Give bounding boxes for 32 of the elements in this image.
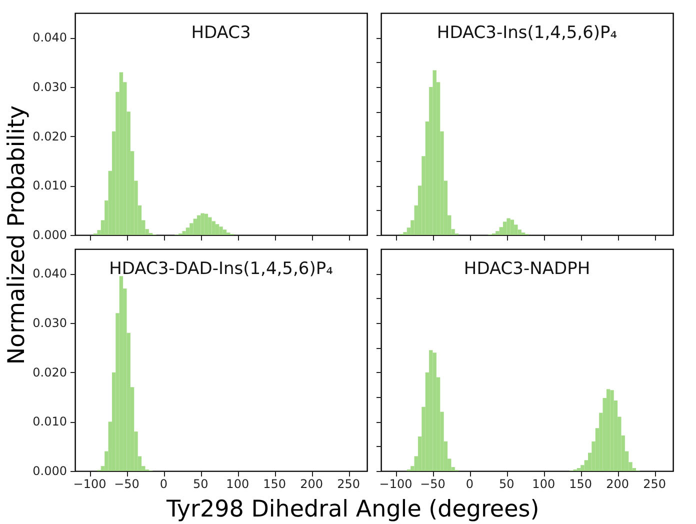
x-tick-label: 50 [193,477,208,491]
x-tick-label: 150 [263,477,286,491]
y-tick-label: 0.020 [32,365,67,380]
y-tick-label: 0.000 [32,464,67,478]
x-axis-title: Tyr298 Dihedral Angle (degrees) [165,496,540,523]
y-tick-label: 0.040 [32,266,67,281]
y-tick-label: 0.030 [32,80,67,94]
x-tick-label: 250 [643,477,666,491]
y-tick-label: 0.010 [32,414,67,429]
x-tick-label: 250 [337,477,360,491]
y-tick-label: 0.010 [32,178,67,193]
x-tick-label: −100 [379,477,412,491]
x-tick-label: 150 [569,477,592,491]
y-tick-label: 0.020 [32,129,67,144]
text: HDAC3 [191,23,251,43]
x-tick-label: −50 [114,477,140,491]
x-tick-label: −100 [73,477,106,491]
x-tick-label: 50 [499,477,514,491]
y-tick-label: 0.040 [32,30,67,45]
x-tick-label: 100 [226,477,250,491]
y-axis-title: Normalized Probability [4,105,30,365]
x-tick-label: 100 [532,477,556,491]
text: HDAC3-DAD-Ins(1,4,5,6)P₄ [109,259,334,279]
x-tick-label: 0 [466,477,474,491]
x-tick-label: 0 [160,477,168,491]
text: HDAC3-NADPH [464,259,590,279]
x-tick-label: 200 [606,477,630,491]
y-tick-label: 0.030 [32,316,67,330]
x-tick-label: −50 [420,477,446,491]
y-tick-label: 0.000 [32,228,67,242]
x-tick-label: 200 [300,477,324,491]
text: HDAC3-Ins(1,4,5,6)P₄ [436,23,618,43]
